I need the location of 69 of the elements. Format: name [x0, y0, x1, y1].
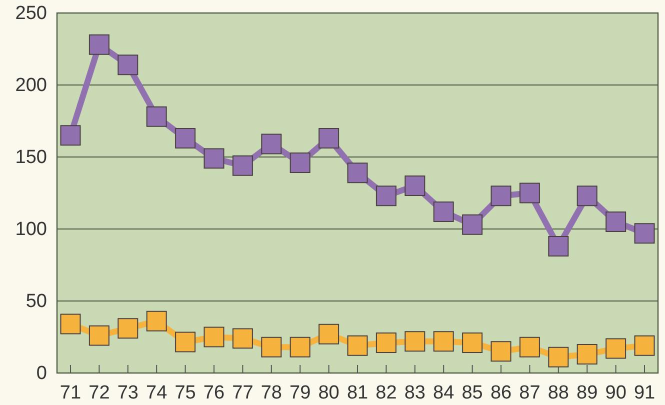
x-tick-label: 83 — [404, 382, 426, 404]
y-tick-label: 100 — [15, 219, 47, 240]
point — [433, 201, 454, 222]
x-tick-label: 82 — [376, 382, 397, 404]
point — [376, 332, 396, 354]
point — [606, 212, 626, 232]
point — [261, 336, 282, 358]
point — [261, 134, 282, 154]
x-tick-label: 79 — [290, 382, 311, 404]
x-tick-label: 75 — [174, 382, 196, 404]
point — [118, 318, 138, 339]
x-tick-label: 91 — [634, 382, 656, 404]
point — [204, 148, 224, 169]
point — [490, 341, 512, 362]
x-tick-label: 80 — [318, 382, 340, 404]
point — [462, 332, 483, 354]
x-tick-label: 90 — [605, 382, 626, 404]
point — [490, 186, 512, 206]
y-tick-label: 250 — [15, 3, 47, 24]
point — [606, 338, 626, 359]
x-tick-label: 76 — [203, 382, 225, 404]
x-tick-label: 81 — [346, 382, 368, 404]
point — [232, 328, 253, 349]
point — [576, 186, 598, 206]
point — [204, 326, 224, 348]
point — [376, 186, 396, 206]
x-tick-label: 87 — [519, 382, 540, 404]
point — [404, 331, 426, 352]
x-tick-label: 72 — [88, 382, 110, 404]
point — [519, 182, 540, 204]
point — [88, 34, 110, 55]
point — [146, 310, 167, 332]
point — [60, 125, 81, 146]
x-tick-label: 71 — [60, 382, 82, 404]
point — [318, 324, 340, 344]
point — [433, 331, 454, 352]
point — [175, 128, 196, 149]
point — [118, 54, 138, 76]
point — [548, 346, 569, 368]
point — [347, 162, 368, 184]
y-tick-label: 0 — [36, 363, 47, 384]
y-tick-label: 50 — [26, 291, 47, 312]
point — [290, 336, 310, 358]
point — [404, 176, 426, 196]
y-tick-label: 200 — [15, 75, 47, 96]
point — [60, 314, 81, 334]
point — [146, 106, 167, 127]
x-tick-label: 84 — [433, 382, 455, 404]
x-tick-label: 86 — [490, 382, 512, 404]
point — [290, 152, 310, 174]
point — [462, 214, 483, 235]
x-tick-label: 85 — [462, 382, 483, 404]
x-tick-label: 77 — [232, 382, 254, 404]
point — [548, 236, 569, 257]
x-tick-label: 88 — [548, 382, 569, 404]
y-tick-label: 150 — [15, 147, 47, 168]
point — [175, 332, 196, 352]
point — [232, 155, 253, 176]
point — [634, 223, 655, 244]
point — [576, 344, 598, 365]
point — [88, 325, 110, 346]
point — [318, 128, 340, 149]
x-tick-label: 89 — [576, 382, 598, 404]
x-tick-label: 73 — [117, 382, 138, 404]
x-tick-label: 78 — [260, 382, 282, 404]
point — [519, 336, 540, 358]
point — [634, 335, 655, 356]
point — [347, 335, 368, 356]
x-tick-label: 74 — [146, 382, 168, 404]
